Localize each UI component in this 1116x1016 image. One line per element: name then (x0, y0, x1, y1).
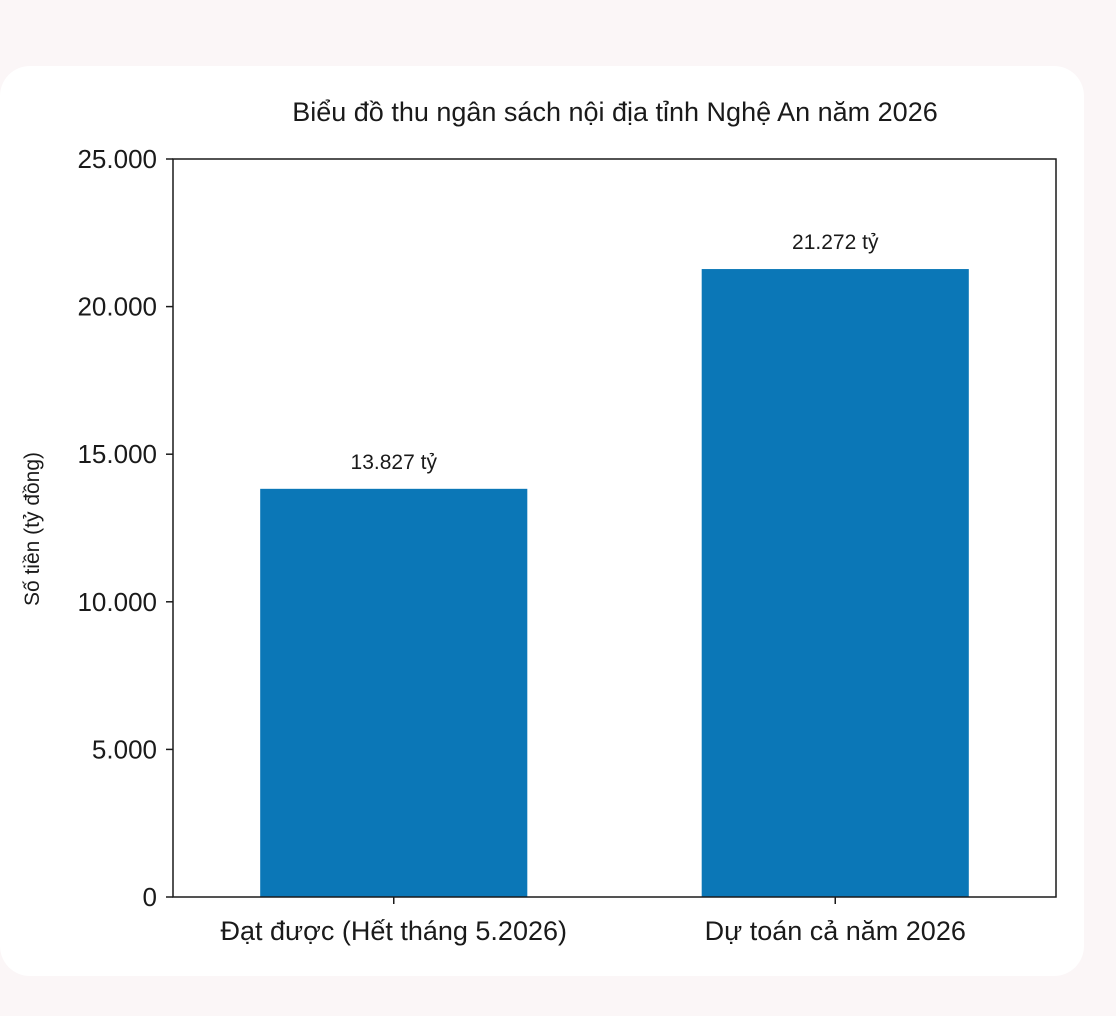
y-axis-label: Số tiền (tỷ đồng) (21, 452, 44, 606)
y-axis: 0 5.000 10.000 15.000 20.000 25.000 (77, 144, 173, 912)
bar-2 (701, 269, 969, 898)
bars-layer: 13.827 tỷ 21.272 tỷ (260, 231, 969, 898)
y-tick-label: 10.000 (77, 587, 157, 617)
y-tick-label: 25.000 (77, 144, 157, 174)
y-tick-label: 0 (143, 882, 157, 912)
y-tick-label: 15.000 (77, 439, 157, 469)
y-tick-label: 5.000 (92, 734, 157, 764)
x-tick-label: Đạt được (Hết tháng 5.2026) (221, 916, 567, 946)
bar-1 (260, 488, 528, 897)
bar-value-label: 13.827 tỷ (351, 451, 438, 474)
x-tick-label: Dự toán cả năm 2026 (705, 916, 966, 946)
y-tick-label: 20.000 (77, 292, 157, 322)
x-axis: Đạt được (Hết tháng 5.2026) Dự toán cả nă… (221, 897, 966, 946)
plot-frame (172, 158, 1057, 898)
bar-value-label: 21.272 tỷ (792, 231, 879, 254)
chart-title: Biểu đồ thu ngân sách nội địa tỉnh Nghệ … (292, 97, 937, 127)
